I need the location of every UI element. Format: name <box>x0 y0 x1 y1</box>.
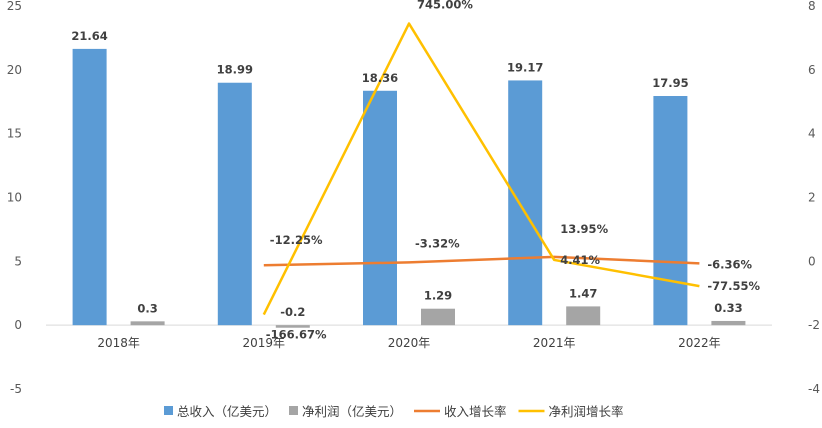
legend-label: 净利润增长率 <box>549 404 624 419</box>
legend-swatch <box>289 406 298 415</box>
bar <box>275 325 310 328</box>
bar <box>508 80 543 326</box>
bar-data-label: 17.95 <box>652 76 688 90</box>
y-right-tick-label: 4 <box>808 127 816 141</box>
y-right-tick-label: 2 <box>808 191 816 205</box>
bar <box>653 96 688 326</box>
line-data-label: 745.00% <box>417 0 473 12</box>
y-right-tick-label: 8 <box>808 0 816 13</box>
y-left-tick-label: 25 <box>7 0 22 13</box>
bars <box>72 48 746 328</box>
legend-swatch <box>164 406 173 415</box>
x-category-label: 2020年 <box>388 336 431 350</box>
x-category-label: 2019年 <box>243 336 286 350</box>
legend-label: 收入增长率 <box>444 404 507 419</box>
y-left-tick-label: 15 <box>7 127 22 141</box>
bar-data-label: 21.64 <box>71 29 107 43</box>
y-left-tick-label: -5 <box>10 382 22 396</box>
x-category-label: 2022年 <box>678 336 721 350</box>
bar <box>72 48 107 326</box>
y-right-tick-label: 0 <box>808 254 816 268</box>
bar-data-label: 18.99 <box>217 63 253 77</box>
line-data-label: -77.55% <box>707 279 760 293</box>
line-data-label: -3.32% <box>415 236 460 250</box>
bar-data-label: 0.33 <box>714 301 742 315</box>
line-data-label: 4.41% <box>560 253 600 267</box>
bar-data-label: 19.17 <box>507 60 543 74</box>
y-right-tick-label: 6 <box>808 63 816 77</box>
lines <box>262 22 700 316</box>
x-category-label: 2018年 <box>97 336 140 350</box>
bar-data-label: 0.3 <box>137 301 157 315</box>
y-left-tick-label: 20 <box>7 63 22 77</box>
bar <box>421 308 455 326</box>
bar-data-label: 1.29 <box>424 289 452 303</box>
bar <box>566 306 601 326</box>
data-labels: 21.64 18.99 18.36 19.17 17.95 0.3 -0.2 1.29 1.47… <box>71 0 760 342</box>
y-right-tick-label: -2 <box>808 318 820 332</box>
line-data-label: 13.95% <box>560 222 608 236</box>
legend-label: 净利润（亿美元） <box>302 404 402 419</box>
bar <box>130 321 165 326</box>
axes: -5 0 5 10 15 20 25 -4 -2 0 2 4 6 8 2018年 2019年 2020年 2021… <box>7 0 820 396</box>
y-right-tick-label: -4 <box>808 382 820 396</box>
legend-label: 总收入（亿美元） <box>177 404 277 419</box>
y-left-tick-label: 0 <box>14 318 22 332</box>
line-series <box>263 255 700 267</box>
legend: 总收入（亿美元） 净利润（亿美元） 收入增长率 净利润增长率 <box>164 404 624 419</box>
bar <box>363 90 397 326</box>
line-data-label: -6.36% <box>707 257 752 271</box>
bar-data-label: -0.2 <box>280 305 305 319</box>
x-category-label: 2021年 <box>533 336 576 350</box>
line-series <box>262 22 700 316</box>
bar-data-label: 18.36 <box>362 71 398 85</box>
line-data-label: -166.67% <box>266 328 327 342</box>
bar <box>711 320 746 326</box>
y-left-tick-label: 10 <box>7 191 22 205</box>
y-left-tick-label: 5 <box>14 254 22 268</box>
line-data-label: -12.25% <box>270 233 323 247</box>
bar <box>217 82 252 326</box>
bar-data-label: 1.47 <box>569 286 597 300</box>
